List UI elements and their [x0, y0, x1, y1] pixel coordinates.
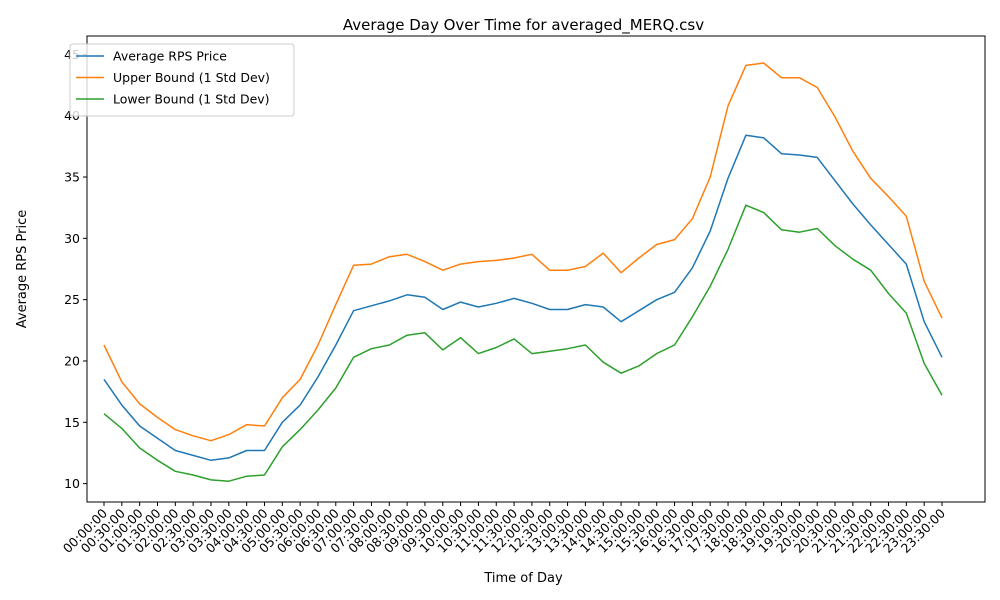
series-line-3	[103, 204, 943, 482]
plot-frame	[86, 35, 986, 503]
series-line-1	[103, 134, 943, 462]
chart-title: Average Day Over Time for averaged_MERQ.…	[343, 16, 704, 35]
legend-label: Average RPS Price	[113, 49, 227, 64]
y-tick-label: 35	[64, 170, 80, 185]
series-lines	[103, 62, 943, 482]
legend-label: Upper Bound (1 Std Dev)	[113, 70, 270, 85]
y-tick-label: 30	[64, 231, 80, 246]
y-tick-label: 20	[64, 353, 80, 368]
legend-label: Lower Bound (1 Std Dev)	[113, 92, 270, 107]
x-axis-label: Time of Day	[483, 571, 563, 586]
series-line-2	[103, 62, 943, 442]
legend-box	[69, 43, 295, 117]
legend: Average RPS Price Upper Bound (1 Std Dev)…	[69, 43, 295, 117]
x-axis: 00:00:0000:30:0001:00:0001:30:0002:00:00…	[60, 502, 948, 556]
y-tick-label: 15	[64, 415, 80, 430]
y-axis: 1015202530354045	[64, 47, 87, 491]
plot-area	[86, 35, 986, 503]
y-tick-label: 25	[64, 292, 80, 307]
y-tick-label: 10	[64, 476, 80, 491]
y-axis-label: Average RPS Price	[15, 210, 30, 329]
